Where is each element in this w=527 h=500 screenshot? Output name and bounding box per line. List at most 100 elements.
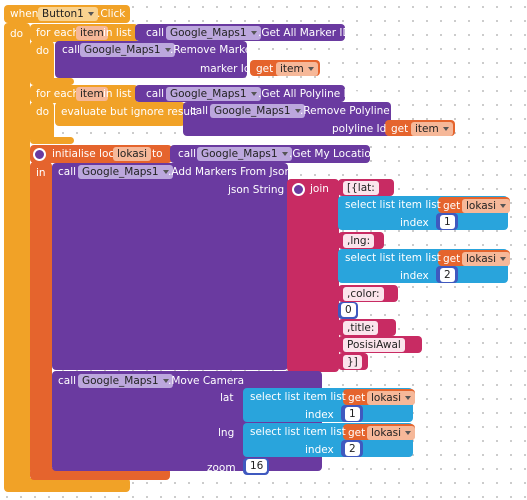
dropdown-arrow [250,92,257,96]
dropdown-arrow [281,152,288,156]
number-value: 16 [246,459,268,473]
label: .Click [97,8,126,20]
label: get [391,123,409,135]
dropdown-arrow [162,379,169,383]
label: in [36,167,46,179]
label: .Remove Marker [170,44,256,56]
component-dropdown[interactable]: Google_Maps1 [78,165,173,179]
component-dropdown[interactable]: Button1 [38,7,98,21]
mutator-icon [33,148,46,161]
dropdown-text: lokasi [371,392,402,404]
label: get [348,427,366,439]
dropdown-arrow [442,127,449,131]
dropdown-arrow [405,396,412,400]
label: call [178,148,197,160]
dropdown-text: Google_Maps1 [201,148,278,160]
number-value: 2 [440,268,455,282]
dropdown-text: Button1 [42,8,84,20]
label: call [146,88,165,100]
dropdown-text: Google_Maps1 [84,44,161,56]
dropdown-arrow [250,31,257,35]
label: json String [228,184,285,196]
label: get [443,200,461,212]
variable-name: item [76,26,108,40]
component-dropdown[interactable]: Google_Maps1 [166,26,261,40]
evaluate-block [55,102,185,126]
component-dropdown[interactable]: Google_Maps1 [78,374,173,388]
variable-dropdown[interactable]: lokasi [462,252,511,266]
dropdown-text: lokasi [466,253,497,265]
variable-dropdown[interactable]: lokasi [462,199,511,213]
dropdown-text: lokasi [466,200,497,212]
variable-dropdown[interactable]: lokasi [367,391,416,405]
label: get [256,63,274,75]
local-foot [30,468,170,480]
label: when [10,8,39,20]
for-each-body [30,41,54,84]
variable-dropdown[interactable]: item [411,122,453,136]
label: do [36,106,50,118]
label: get [443,253,461,265]
label: get [348,392,366,404]
text-value: ,color: [343,287,384,301]
dropdown-arrow [294,109,301,113]
number-value: 1 [345,407,360,421]
text-value: [{lat: [343,181,379,195]
event-block-foot [4,478,130,492]
label: .Add Markers From Json [168,166,292,178]
label: for each [36,88,80,100]
dropdown-text: Google_Maps1 [170,27,247,39]
label: join [310,183,329,195]
number-value: 1 [440,215,455,229]
label: index [305,409,334,421]
component-dropdown[interactable]: Google_Maps1 [210,104,305,118]
dropdown-arrow [87,12,94,16]
variable-name: lokasi [113,147,152,161]
mutator-icon [292,183,305,196]
label: .Remove Polyline [300,105,390,117]
label: select list item list [345,199,441,211]
event-block-body [4,23,30,485]
dropdown-text: Google_Maps1 [214,105,291,117]
dropdown-arrow [162,170,169,174]
dropdown-arrow [500,257,507,261]
label: zoom [207,462,236,474]
for-each-foot [30,137,74,144]
label: do [10,28,24,40]
dropdown-arrow [500,204,507,208]
for-each-body [30,102,54,143]
dropdown-text: item [415,123,439,135]
dropdown-text: Google_Maps1 [170,88,247,100]
label: .Get My Location [289,148,378,160]
label: polyline Id [332,123,387,135]
dropdown-arrow [164,48,171,52]
label: index [400,270,429,282]
label: call [146,27,165,39]
component-dropdown[interactable]: Google_Maps1 [80,43,175,57]
label: call [62,44,81,56]
label: select list item list [250,391,346,403]
number-value: 2 [345,442,360,456]
label: do [36,45,50,57]
label: index [305,444,334,456]
local-body [30,162,52,474]
label: .Get All Polyline Ids [258,88,359,100]
label: marker Id [200,63,251,75]
variable-dropdown[interactable]: item [276,62,318,76]
label: call [58,375,77,387]
label: select list item list [345,252,441,264]
component-dropdown[interactable]: Google_Maps1 [197,147,292,161]
for-each-foot [30,78,74,85]
call-block [52,163,288,370]
variable-dropdown[interactable]: lokasi [367,426,416,440]
dropdown-text: Google_Maps1 [82,375,159,387]
label: index [400,217,429,229]
label: call [190,105,209,117]
label: for each [36,27,80,39]
text-value: PosisiAwal [343,338,405,352]
text-value: ,title: [343,321,379,335]
text-value: }] [343,355,362,369]
dropdown-text: Google_Maps1 [82,166,159,178]
component-dropdown[interactable]: Google_Maps1 [166,87,261,101]
